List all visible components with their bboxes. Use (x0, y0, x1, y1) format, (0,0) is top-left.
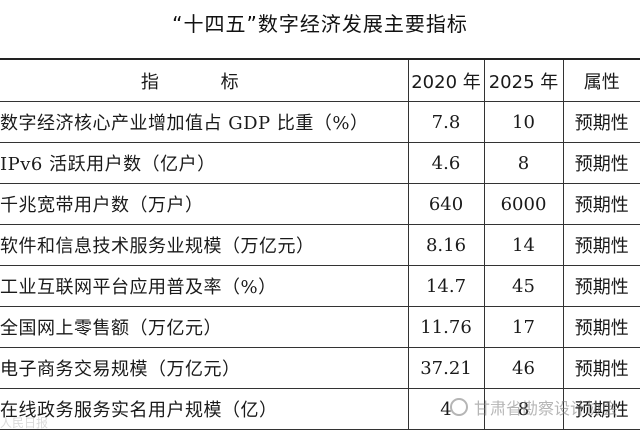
table-row: 千兆宽带用户数（万户） 640 6000 预期性 (0, 183, 640, 225)
attribute: 预期性 (562, 101, 640, 143)
indicator-name: 软件和信息技术服务业规模（万亿元） (0, 224, 409, 266)
table-header-row: 指 标 2020 年 2025 年 属性 (0, 58, 640, 102)
value-2020: 4.6 (407, 142, 485, 184)
value-2020: 7.8 (407, 101, 485, 143)
watermark-right: 甘肃省勘察设计协会 (449, 395, 618, 419)
value-2025: 14 (483, 224, 564, 266)
table-row: IPv6 活跃用户数（亿户） 4.6 8 预期性 (0, 142, 640, 184)
attribute: 预期性 (562, 265, 640, 307)
indicator-name: 在线政务服务实名用户规模（亿） (0, 388, 409, 430)
value-2020: 640 (407, 183, 485, 225)
table-row: 工业互联网平台应用普及率（%） 14.7 45 预期性 (0, 265, 640, 307)
attribute: 预期性 (562, 142, 640, 184)
value-2025: 46 (483, 347, 564, 389)
attribute: 预期性 (562, 388, 640, 430)
header-indicator: 指 标 (0, 58, 409, 102)
header-2020: 2020 年 (407, 58, 485, 102)
value-2025: 8 (483, 142, 564, 184)
value-2020: 37.21 (407, 347, 485, 389)
value-2020: 11.76 (407, 306, 485, 348)
table-row: 软件和信息技术服务业规模（万亿元） 8.16 14 预期性 (0, 224, 640, 266)
value-2025: 8 (483, 388, 564, 430)
table-row: 全国网上零售额（万亿元） 11.76 17 预期性 (0, 306, 640, 348)
indicator-name: 电子商务交易规模（万亿元） (0, 347, 409, 389)
indicator-name: 千兆宽带用户数（万户） (0, 183, 409, 225)
wechat-logo-icon (449, 398, 468, 416)
attribute: 预期性 (562, 306, 640, 348)
table-row: 电子商务交易规模（万亿元） 37.21 46 预期性 (0, 347, 640, 389)
indicator-name: 数字经济核心产业增加值占 GDP 比重（%） (0, 101, 409, 143)
indicator-name: 工业互联网平台应用普及率（%） (0, 265, 409, 307)
watermark-left: 人民日报 (0, 416, 49, 430)
page-title: “十四五”数字经济发展主要指标 (172, 12, 468, 36)
value-2025: 45 (483, 265, 564, 307)
indicator-name: IPv6 活跃用户数（亿户） (0, 142, 409, 184)
attribute: 预期性 (562, 224, 640, 266)
value-2020: 8.16 (407, 224, 485, 266)
indicator-name: 全国网上零售额（万亿元） (0, 306, 409, 348)
value-2020: 4 (407, 388, 485, 430)
value-2025: 10 (483, 101, 564, 143)
header-attribute: 属性 (562, 58, 640, 102)
header-2025: 2025 年 (483, 58, 564, 102)
value-2025: 17 (483, 306, 564, 348)
value-2025: 6000 (483, 183, 564, 225)
table-row: 在线政务服务实名用户规模（亿） 4 8 预期性 (0, 388, 640, 430)
attribute: 预期性 (562, 183, 640, 225)
attribute: 预期性 (562, 347, 640, 389)
watermark-text: 甘肃省勘察设计协会 (473, 399, 618, 418)
value-2020: 14.7 (407, 265, 485, 307)
table-row: 数字经济核心产业增加值占 GDP 比重（%） 7.8 10 预期性 (0, 101, 640, 143)
indicator-table: 指 标 2020 年 2025 年 属性 数字经济核心产业增加值占 GDP 比重… (0, 58, 640, 430)
